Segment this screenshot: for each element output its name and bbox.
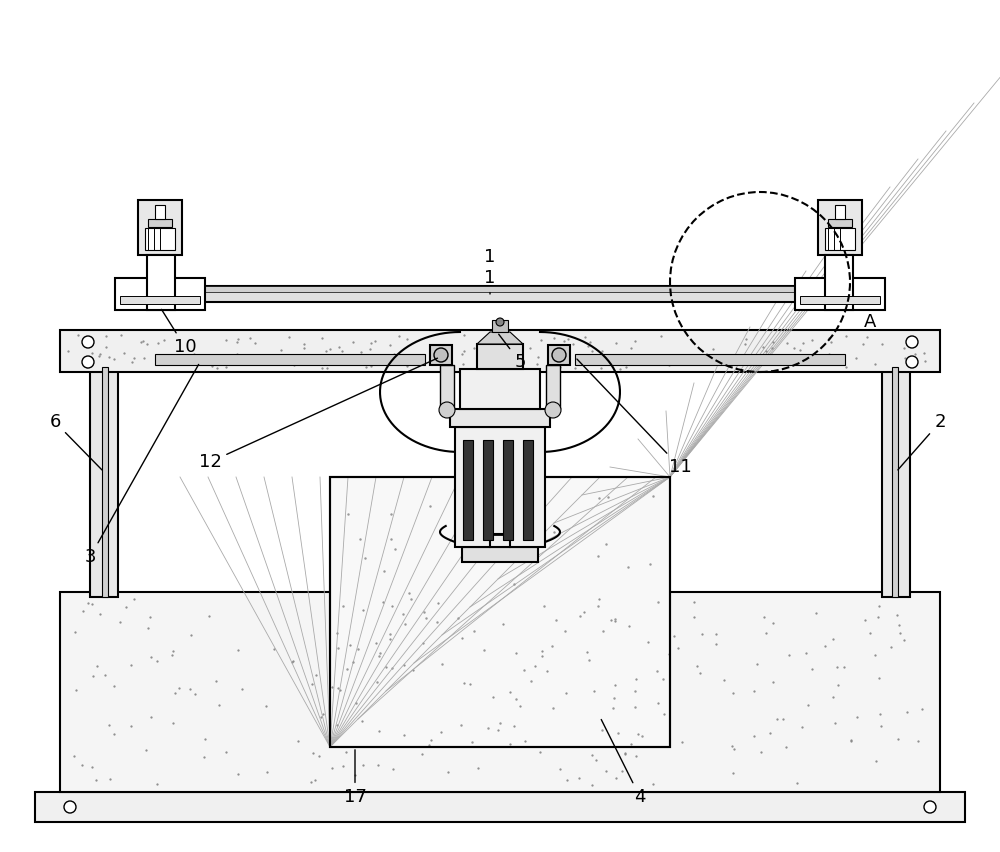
Circle shape [439, 402, 455, 418]
Circle shape [906, 356, 918, 368]
Text: A: A [864, 313, 876, 331]
Bar [138, 200, 182, 255]
Bar [800, 296, 880, 304]
Bar [825, 255, 853, 310]
Bar [795, 278, 885, 310]
Bar [35, 792, 965, 822]
Bar [145, 228, 175, 250]
Bar [835, 205, 845, 219]
Bar [148, 219, 172, 227]
Bar [120, 296, 200, 304]
Bar [460, 369, 540, 409]
Circle shape [545, 402, 561, 418]
Bar [503, 440, 513, 540]
Circle shape [906, 336, 918, 348]
Bar [147, 255, 175, 310]
Circle shape [82, 356, 94, 368]
Bar [463, 440, 473, 540]
Text: 11: 11 [577, 359, 691, 476]
Bar [120, 286, 880, 302]
Text: 3: 3 [84, 365, 199, 566]
Bar [120, 286, 880, 292]
Bar [155, 354, 425, 365]
Bar [477, 344, 523, 369]
Circle shape [64, 801, 76, 813]
Bar [450, 409, 550, 427]
Bar [330, 477, 670, 747]
Bar [483, 440, 493, 540]
Bar [455, 427, 545, 547]
Bar [892, 367, 898, 597]
Circle shape [434, 348, 448, 362]
Text: 6: 6 [49, 413, 102, 470]
Bar [60, 330, 940, 372]
Bar [330, 477, 670, 747]
Circle shape [496, 318, 504, 326]
Circle shape [552, 348, 566, 362]
Bar [60, 592, 940, 792]
Bar [548, 345, 570, 365]
Text: 4: 4 [601, 719, 646, 806]
Bar [90, 367, 118, 597]
Bar [818, 200, 862, 255]
Circle shape [924, 801, 936, 813]
Bar [462, 547, 538, 562]
Bar [575, 354, 845, 365]
Bar [115, 278, 205, 310]
Text: 17: 17 [344, 750, 366, 806]
Circle shape [82, 336, 94, 348]
Text: 2: 2 [898, 413, 946, 470]
Bar [828, 219, 852, 227]
Text: 1: 1 [484, 269, 496, 294]
Text: 1: 1 [484, 248, 496, 266]
Bar [155, 205, 165, 219]
Text: 10: 10 [161, 309, 196, 356]
Text: 5: 5 [499, 334, 526, 371]
Bar [492, 320, 508, 332]
Text: 12: 12 [199, 358, 437, 471]
Polygon shape [477, 332, 523, 344]
Bar [523, 440, 533, 540]
Bar [825, 228, 855, 250]
Bar [430, 345, 452, 365]
Bar [882, 367, 910, 597]
Bar [440, 365, 454, 409]
Bar [546, 365, 560, 409]
Bar [102, 367, 108, 597]
